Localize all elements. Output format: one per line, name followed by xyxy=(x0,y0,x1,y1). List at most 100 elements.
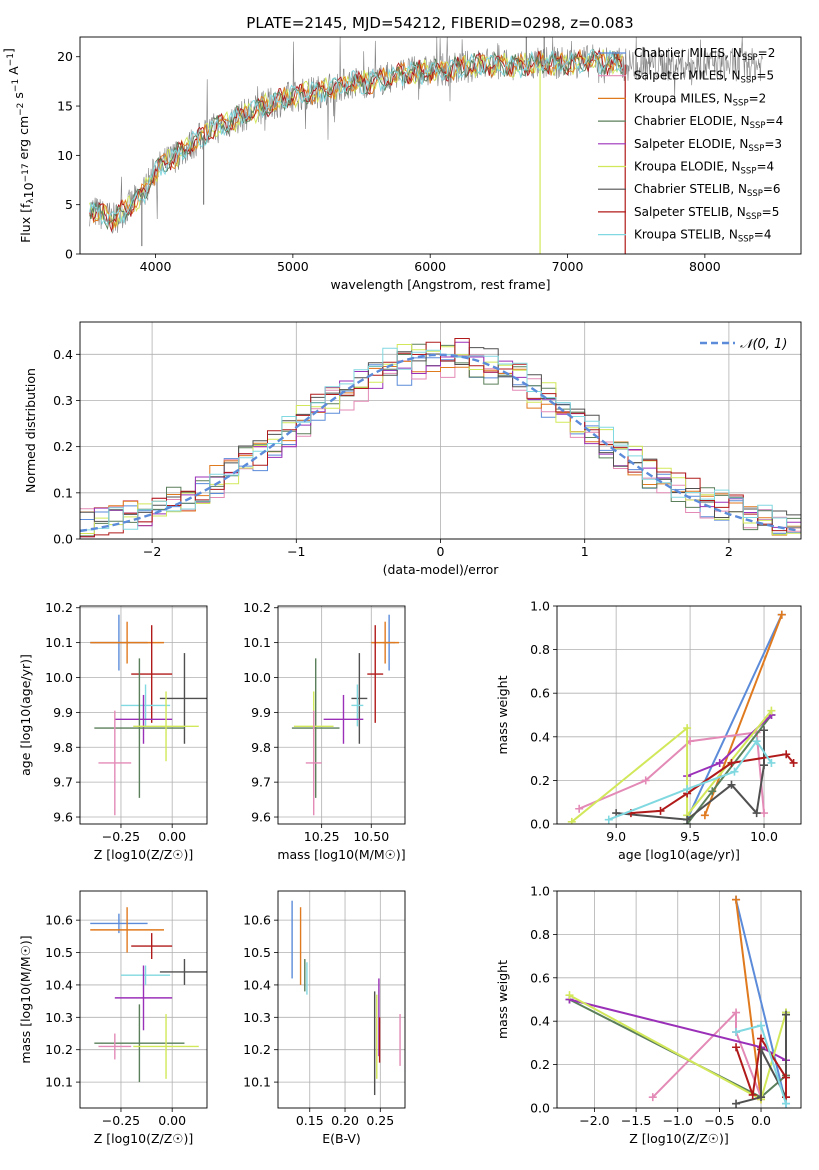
legend-entry: 𝒩(0, 1) xyxy=(740,337,787,352)
x-tick-label: 10.0 xyxy=(750,829,778,844)
weight-marker xyxy=(752,809,761,818)
y-tick-label: 10.1 xyxy=(243,635,271,650)
weight-marker xyxy=(757,1021,766,1030)
weight-marker xyxy=(727,780,736,789)
weight-marker xyxy=(683,815,692,824)
y-tick-label: 0.4 xyxy=(530,1014,550,1029)
y-tick-label: 0.4 xyxy=(53,347,73,362)
plot-area xyxy=(80,338,801,538)
weight-marker xyxy=(757,1093,766,1102)
x-tick-label: 0.20 xyxy=(331,1113,359,1128)
weight-marker xyxy=(748,1090,757,1099)
x-tick-label: −1.5 xyxy=(621,1113,651,1128)
weight-marker xyxy=(782,1099,791,1108)
weight-line-chabrier_elodie xyxy=(686,714,773,824)
weight-marker xyxy=(641,776,650,785)
x-axis-label: (data-model)/error xyxy=(383,562,500,577)
chart-mass-vs-Z: −0.25 0.00 10.1 10.2 10.3 10.4 10.5 10.6 Z [log1… xyxy=(18,890,208,1146)
weight-marker xyxy=(708,787,717,796)
plot-area xyxy=(291,900,401,1096)
y-tick-label: 9.7 xyxy=(251,775,271,790)
x-axis-label: Z [log10(Z/Z☉)] xyxy=(94,847,194,862)
y-tick-label: 5 xyxy=(65,197,73,212)
y-tick-label: 10.1 xyxy=(243,1075,271,1090)
weight-marker xyxy=(760,809,769,818)
plot-area xyxy=(565,895,791,1108)
weight-marker xyxy=(757,1045,766,1054)
y-tick-label: 0 xyxy=(65,247,73,262)
weight-line-kroupa_elodie xyxy=(571,709,773,823)
gaussian-curve xyxy=(80,353,799,533)
weight-marker xyxy=(604,815,613,824)
model-line-kroupa_stelib xyxy=(89,49,623,226)
plot-area xyxy=(89,37,763,254)
weight-marker xyxy=(752,737,761,746)
model-line-kroupa_miles xyxy=(89,49,623,230)
legend-entry: Kroupa STELIB, NSSP=4 xyxy=(634,228,772,245)
y-tick-label: 10.2 xyxy=(243,1042,271,1057)
weight-marker xyxy=(700,811,709,820)
x-tick-label: 6000 xyxy=(414,259,446,274)
x-tick-label: 10.50 xyxy=(353,829,389,844)
chart-weight-vs-Z: −2.0 −1.5 −1.0 −0.5 0.0 0.0 0.2 0.4 0.6 0.8 1.0 Z [… xyxy=(495,884,802,1146)
y-tick-label: 10.0 xyxy=(45,670,73,685)
weight-marker xyxy=(782,1073,791,1082)
chart-spectrum: 4000 5000 6000 7000 8000 0 5 10 15 20 wavelength [… xyxy=(1,36,802,292)
y-tick-label: 1.0 xyxy=(530,599,550,614)
weight-marker xyxy=(683,724,692,733)
weight-marker xyxy=(732,1028,741,1037)
x-tick-label: −2.0 xyxy=(579,1113,609,1128)
model-line-chabrier_elodie xyxy=(89,49,623,231)
legend-entry: Chabrier STELIB, NSSP=6 xyxy=(634,182,781,199)
y-axis-label: Normed distribution xyxy=(23,368,38,493)
chart-residuals: −2 −1 0 1 2 0.0 0.1 0.2 0.3 0.4 (data-model)/error… xyxy=(23,321,802,577)
axes-frame xyxy=(79,605,208,825)
y-tick-label: 0.2 xyxy=(530,773,550,788)
x-tick-label: 2 xyxy=(725,544,733,559)
weight-line-kroupa_miles xyxy=(703,614,783,816)
chart-mass-vs-ebv: 0.15 0.20 0.25 10.1 10.2 10.3 10.4 10.5 10.6 E(B-… xyxy=(243,890,406,1146)
x-axis-label: wavelength [Angstrom, rest frame] xyxy=(330,277,550,292)
weight-line-chabrier_stelib xyxy=(616,730,765,821)
x-tick-label: 8000 xyxy=(689,259,721,274)
y-tick-label: 9.9 xyxy=(251,705,271,720)
figure-title: PLATE=2145, MJD=54212, FIBERID=0298, z=0… xyxy=(246,14,633,32)
x-tick-label: 5000 xyxy=(277,259,309,274)
y-tick-label: 9.8 xyxy=(53,740,73,755)
y-tick-label: 0.8 xyxy=(530,642,550,657)
y-tick-label: 0.0 xyxy=(530,817,550,832)
spectrum-legend: Chabrier MILES, NSSP=2 Salpeter MILES, NS… xyxy=(598,46,783,245)
x-tick-label: −0.25 xyxy=(102,1113,140,1128)
weight-line-chabrier_miles xyxy=(735,899,787,1104)
x-axis-label: Z [log10(Z/Z☉)] xyxy=(629,1131,729,1146)
axes-frame xyxy=(556,605,802,825)
y-tick-label: 10.2 xyxy=(243,600,271,615)
weight-line-chabrier_miles xyxy=(686,614,783,821)
axes-frame xyxy=(556,890,802,1109)
weight-marker xyxy=(567,817,576,824)
weight-marker xyxy=(727,758,736,767)
weight-marker xyxy=(732,1099,741,1108)
y-tick-label: 10.0 xyxy=(243,670,271,685)
axes-frame xyxy=(277,605,406,825)
x-axis-label: mass [log10(M/M☉)] xyxy=(277,847,405,862)
weight-line-salpeter_stelib xyxy=(630,753,795,815)
y-tick-label: 9.6 xyxy=(53,810,73,825)
axes-frame xyxy=(79,36,802,255)
x-tick-label: 9.0 xyxy=(606,829,626,844)
weight-marker xyxy=(760,726,769,735)
y-tick-label: 10.1 xyxy=(45,1075,73,1090)
y-tick-label: 10 xyxy=(57,148,73,163)
weight-marker xyxy=(782,750,791,759)
legend-entry: Chabrier ELODIE, NSSP=4 xyxy=(634,114,783,131)
y-tick-label: 10.5 xyxy=(45,945,73,960)
x-tick-label: 7000 xyxy=(552,259,584,274)
y-tick-label: 0.2 xyxy=(530,1057,550,1072)
weight-line-salpeter_miles xyxy=(652,1010,762,1098)
x-tick-label: −1 xyxy=(287,544,305,559)
y-tick-label: 0.3 xyxy=(53,393,73,408)
x-axis-label: E(B-V) xyxy=(322,1131,361,1146)
weight-marker xyxy=(757,1034,766,1043)
